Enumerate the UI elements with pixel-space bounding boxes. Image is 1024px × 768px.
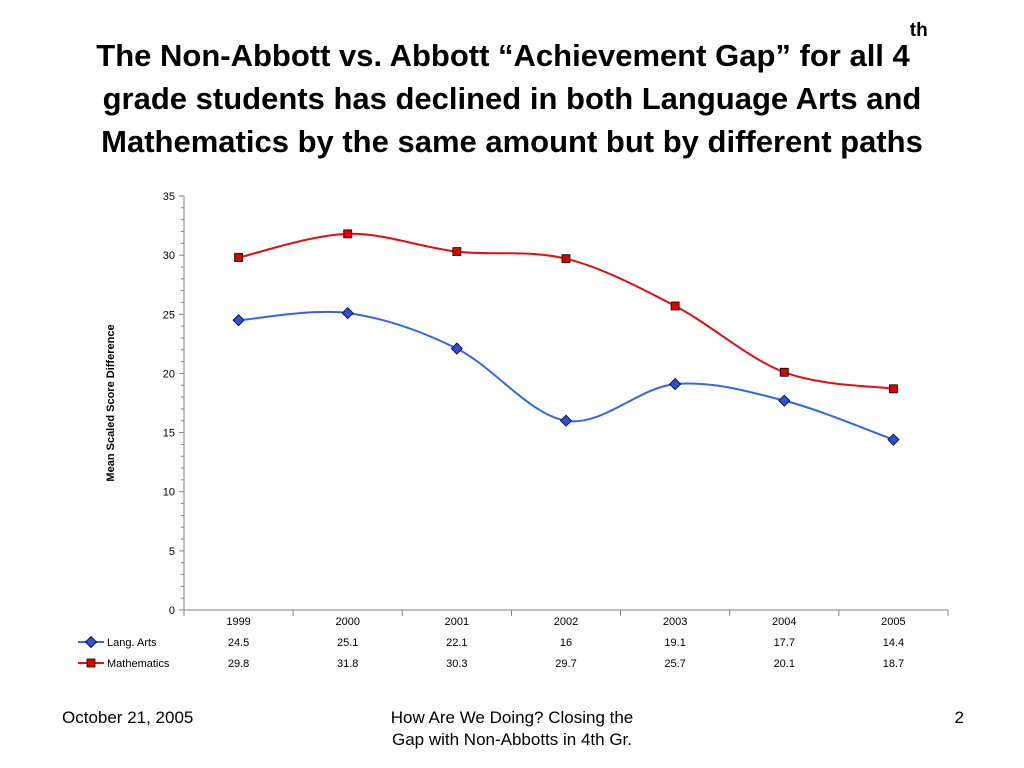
y-tick-label: 25: [163, 309, 175, 321]
data-point-lang-arts: [559, 414, 573, 427]
footer-center-line-2: Gap with Non-Abbotts in 4th Gr.: [391, 730, 632, 749]
footer-page-number: 2: [954, 708, 964, 727]
title-line-2: grade students has declined in both Lang…: [102, 81, 922, 116]
data-point-mathematics: [670, 301, 680, 311]
x-tick-label: 2005: [881, 616, 905, 628]
data-point-mathematics: [561, 254, 571, 264]
x-tick-label: 2002: [554, 616, 578, 628]
data-table-cell: 18.7: [883, 658, 904, 670]
y-tick-label: 35: [163, 191, 175, 203]
legend-label-lang-arts: Lang. Arts: [107, 637, 157, 649]
data-table-cell: 29.7: [555, 658, 576, 670]
data-table-cell: 20.1: [774, 658, 795, 670]
legend-marker-mathematics: [86, 658, 96, 668]
data-point-mathematics: [234, 253, 243, 262]
data-table-cell: 31.8: [337, 658, 358, 670]
data-table-cell: 19.1: [664, 637, 685, 649]
x-tick-label: 1999: [226, 616, 250, 628]
data-point-mathematics: [779, 367, 789, 377]
y-tick-label: 0: [169, 605, 175, 617]
y-tick-label: 15: [163, 428, 175, 440]
line-chart: 0 5 10 15 20 25 30 35 Mean Scaled Score Differen…: [78, 191, 949, 670]
x-tick-label: 2000: [335, 616, 359, 628]
data-table-cell: 29.8: [228, 658, 249, 670]
data-table-cell: 14.4: [883, 637, 904, 649]
legend-label-mathematics: Mathematics: [107, 658, 170, 670]
data-table-cell: 25.7: [664, 658, 685, 670]
data-point-lang-arts: [778, 394, 791, 407]
footer-center-line-1: How Are We Doing? Closing the: [390, 708, 634, 727]
title-line-1-text: The Non-Abbott vs. Abbott “Achievement G…: [96, 38, 910, 73]
data-table-cell: 16: [560, 637, 572, 649]
legend-marker-lang-arts: [84, 635, 98, 649]
title-line-3: Mathematics by the same amount but by di…: [101, 124, 923, 159]
data-table-cell: 17.7: [774, 637, 795, 649]
data-table-cell: 30.3: [446, 658, 467, 670]
title-superscript: th: [909, 20, 928, 41]
data-point-lang-arts: [450, 342, 463, 355]
data-table-cell: 25.1: [337, 637, 358, 649]
data-point-mathematics: [889, 384, 898, 394]
title-line-1: The Non-Abbott vs. Abbott “Achievement G…: [20, 21, 1004, 77]
data-point-lang-arts: [341, 307, 354, 320]
data-point-mathematics: [452, 247, 462, 256]
x-tick-label: 2003: [663, 616, 687, 628]
x-tick-label: 2001: [445, 616, 469, 628]
footer-center-text: How Are We Doing? Closing the Gap with N…: [362, 707, 662, 751]
y-tick-label: 30: [163, 250, 175, 262]
footer-date: October 21, 2005: [62, 708, 194, 727]
y-tick-label: 10: [163, 487, 175, 499]
data-point-lang-arts: [669, 378, 682, 391]
data-point-lang-arts: [887, 433, 900, 446]
data-point-lang-arts: [232, 314, 245, 327]
data-table-cell: 22.1: [446, 637, 467, 649]
y-tick-label: 20: [163, 368, 175, 380]
data-point-mathematics: [343, 229, 353, 239]
slide-title: The Non-Abbott vs. Abbott “Achievement G…: [20, 21, 1004, 163]
data-table-cell: 24.5: [228, 637, 249, 649]
y-axis-label: Mean Scaled Score Difference: [105, 324, 117, 481]
y-tick-label: 5: [169, 546, 175, 558]
x-tick-label: 2004: [772, 616, 796, 628]
